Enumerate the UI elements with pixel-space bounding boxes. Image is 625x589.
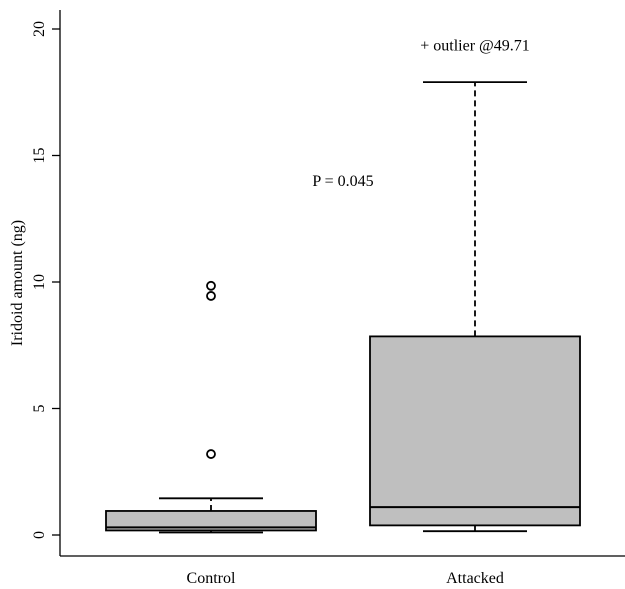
y-tick-label: 0 [31, 531, 48, 539]
outlier-point [206, 291, 216, 301]
y-ticks: 0 5 10 15 20 [31, 21, 60, 539]
y-tick-label: 5 [31, 405, 48, 413]
boxes [105, 81, 581, 534]
annotations: P = 0.045 + outlier @49.71 [312, 38, 529, 190]
box-attacked [369, 81, 581, 533]
x-tick-label-attacked: Attacked [446, 570, 504, 587]
box-control [105, 280, 317, 534]
x-tick-labels: Control Attacked [187, 570, 504, 587]
annotation: + outlier @49.71 [420, 38, 530, 55]
x-tick-label-control: Control [187, 570, 236, 587]
annotation: P = 0.045 [312, 173, 373, 190]
iqr-box [369, 335, 581, 527]
axes [59, 10, 625, 557]
y-tick-label: 15 [31, 148, 48, 164]
outlier-point [206, 449, 216, 459]
y-axis-label: Iridoid amount (ng) [9, 220, 26, 346]
iqr-box [105, 510, 317, 532]
outlier-point [206, 280, 216, 291]
y-tick-label: 20 [31, 21, 48, 37]
y-tick-label: 10 [31, 274, 48, 290]
